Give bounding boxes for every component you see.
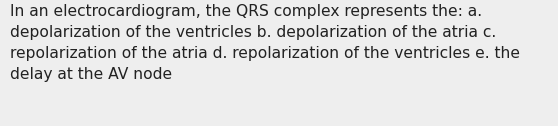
Text: In an electrocardiogram, the QRS complex represents the: a.
depolarization of th: In an electrocardiogram, the QRS complex…: [10, 4, 520, 82]
